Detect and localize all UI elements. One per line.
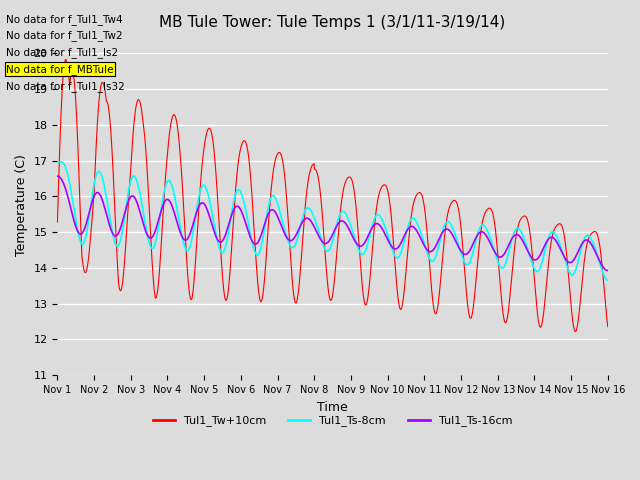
Text: No data for f_Tul1_Tw4: No data for f_Tul1_Tw4 xyxy=(6,13,123,24)
Text: No data for f_MBTule: No data for f_MBTule xyxy=(6,64,114,75)
Y-axis label: Temperature (C): Temperature (C) xyxy=(15,155,28,256)
Text: No data for f_Tul1_Is2: No data for f_Tul1_Is2 xyxy=(6,47,118,58)
Text: No data for f_MBTule: No data for f_MBTule xyxy=(6,64,114,75)
X-axis label: Time: Time xyxy=(317,400,348,413)
Legend: Tul1_Tw+10cm, Tul1_Ts-8cm, Tul1_Ts-16cm: Tul1_Tw+10cm, Tul1_Ts-8cm, Tul1_Ts-16cm xyxy=(148,411,517,431)
Title: MB Tule Tower: Tule Temps 1 (3/1/11-3/19/14): MB Tule Tower: Tule Temps 1 (3/1/11-3/19… xyxy=(159,15,506,30)
Text: No data for f_Tul1_Tw2: No data for f_Tul1_Tw2 xyxy=(6,30,123,41)
Text: No data for f_Tul1_Is32: No data for f_Tul1_Is32 xyxy=(6,81,125,92)
